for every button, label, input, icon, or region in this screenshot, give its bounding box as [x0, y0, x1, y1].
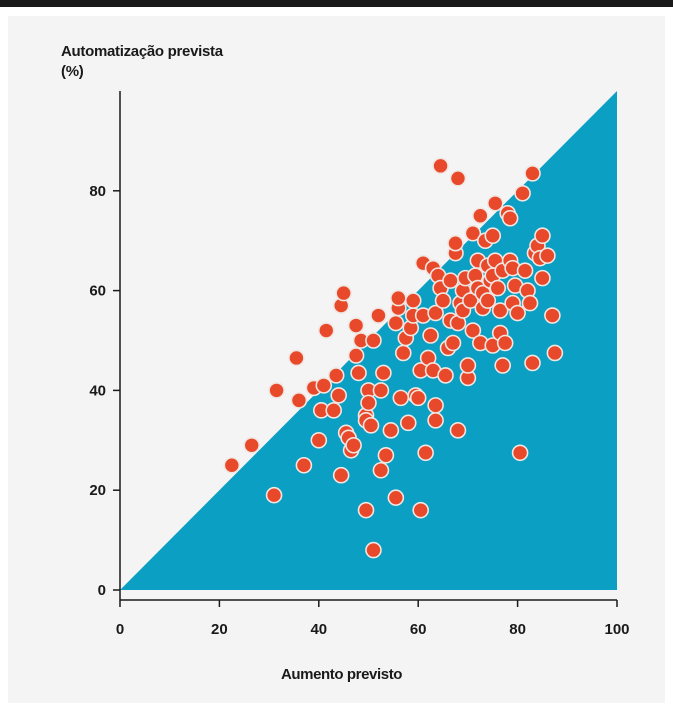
data-point: [317, 322, 335, 339]
y-ticks: 0 20 40 60 80: [89, 183, 120, 599]
data-point: [327, 367, 345, 384]
top-rule: [0, 0, 673, 7]
data-point: [325, 402, 343, 419]
data-point: [370, 307, 387, 324]
data-point: [347, 317, 365, 334]
data-point: [347, 347, 365, 364]
data-point: [524, 354, 541, 372]
x-axis-label-row: Aumento previsto: [0, 666, 673, 683]
data-point: [268, 382, 285, 399]
data-point: [534, 269, 551, 287]
data-point: [295, 456, 313, 474]
data-point: [392, 389, 410, 407]
x-tick-label: 20: [211, 621, 228, 638]
data-point: [288, 349, 305, 367]
data-point: [484, 227, 502, 245]
data-point: [516, 262, 534, 279]
data-point: [546, 344, 564, 362]
data-point: [449, 170, 467, 187]
data-point: [387, 489, 405, 506]
data-point: [315, 377, 333, 394]
data-point: [422, 327, 439, 344]
data-point: [434, 292, 452, 309]
y-axis-label-line-1: Automatização prevista: [61, 43, 223, 60]
y-tick-label: 40: [89, 382, 106, 399]
data-point: [544, 307, 561, 324]
data-point: [462, 292, 479, 309]
data-point: [350, 364, 367, 382]
data-point: [394, 344, 412, 362]
data-point: [521, 294, 539, 312]
data-point: [417, 444, 434, 462]
data-point: [524, 165, 541, 182]
data-point: [330, 387, 347, 404]
data-point: [362, 417, 380, 434]
x-tick-label: 60: [410, 621, 427, 638]
data-point: [223, 456, 241, 474]
data-point: [377, 446, 395, 464]
x-tick-label: 100: [604, 621, 629, 638]
data-point: [375, 364, 392, 382]
data-point: [511, 444, 529, 462]
data-point: [387, 314, 405, 332]
data-point: [399, 414, 417, 432]
data-point: [494, 357, 511, 374]
data-point: [372, 461, 390, 479]
data-point: [412, 501, 429, 519]
data-point: [449, 422, 467, 439]
data-point: [365, 541, 382, 559]
data-point: [447, 234, 464, 252]
data-point: [496, 334, 514, 352]
data-point: [345, 436, 362, 454]
data-point: [409, 389, 427, 407]
data-point: [539, 247, 556, 264]
y-tick-label: 80: [89, 183, 106, 200]
data-point: [437, 367, 454, 384]
data-point: [372, 382, 390, 399]
x-axis-label: Aumento previsto: [280, 666, 403, 683]
x-tick-label: 40: [310, 621, 327, 638]
data-point: [459, 357, 477, 374]
data-point: [464, 224, 482, 242]
data-point: [514, 184, 531, 202]
data-point: [491, 302, 509, 319]
data-point: [357, 501, 375, 519]
data-point: [432, 157, 449, 175]
y-axis-label: Automatização prevista (%): [61, 42, 223, 82]
data-point: [427, 304, 444, 322]
data-point: [404, 292, 422, 309]
y-tick-label: 20: [89, 482, 106, 499]
data-point: [332, 466, 350, 484]
data-point: [390, 289, 407, 307]
data-point: [290, 392, 308, 409]
data-point: [472, 207, 489, 225]
data-point: [486, 194, 504, 212]
data-point: [489, 279, 507, 297]
x-tick-label: 0: [116, 621, 124, 638]
y-tick-label: 0: [98, 582, 106, 599]
data-point: [243, 436, 261, 454]
data-point: [464, 322, 482, 339]
data-point: [501, 209, 519, 227]
data-point: [360, 394, 377, 412]
data-point: [479, 292, 497, 309]
data-point: [444, 334, 462, 352]
data-point: [310, 431, 328, 449]
data-point: [335, 284, 352, 302]
y-axis-label-line-2: (%): [61, 63, 84, 80]
data-points: [223, 157, 564, 559]
data-point: [442, 272, 459, 289]
data-point: [509, 304, 526, 322]
x-ticks: 0 20 40 60 80 100: [116, 600, 630, 638]
data-point: [427, 412, 444, 429]
x-tick-label: 80: [509, 621, 526, 638]
data-point: [427, 397, 444, 414]
data-point: [382, 422, 400, 439]
y-tick-label: 60: [89, 283, 106, 300]
data-point: [534, 227, 551, 245]
data-point: [265, 486, 283, 504]
data-point: [365, 332, 382, 349]
